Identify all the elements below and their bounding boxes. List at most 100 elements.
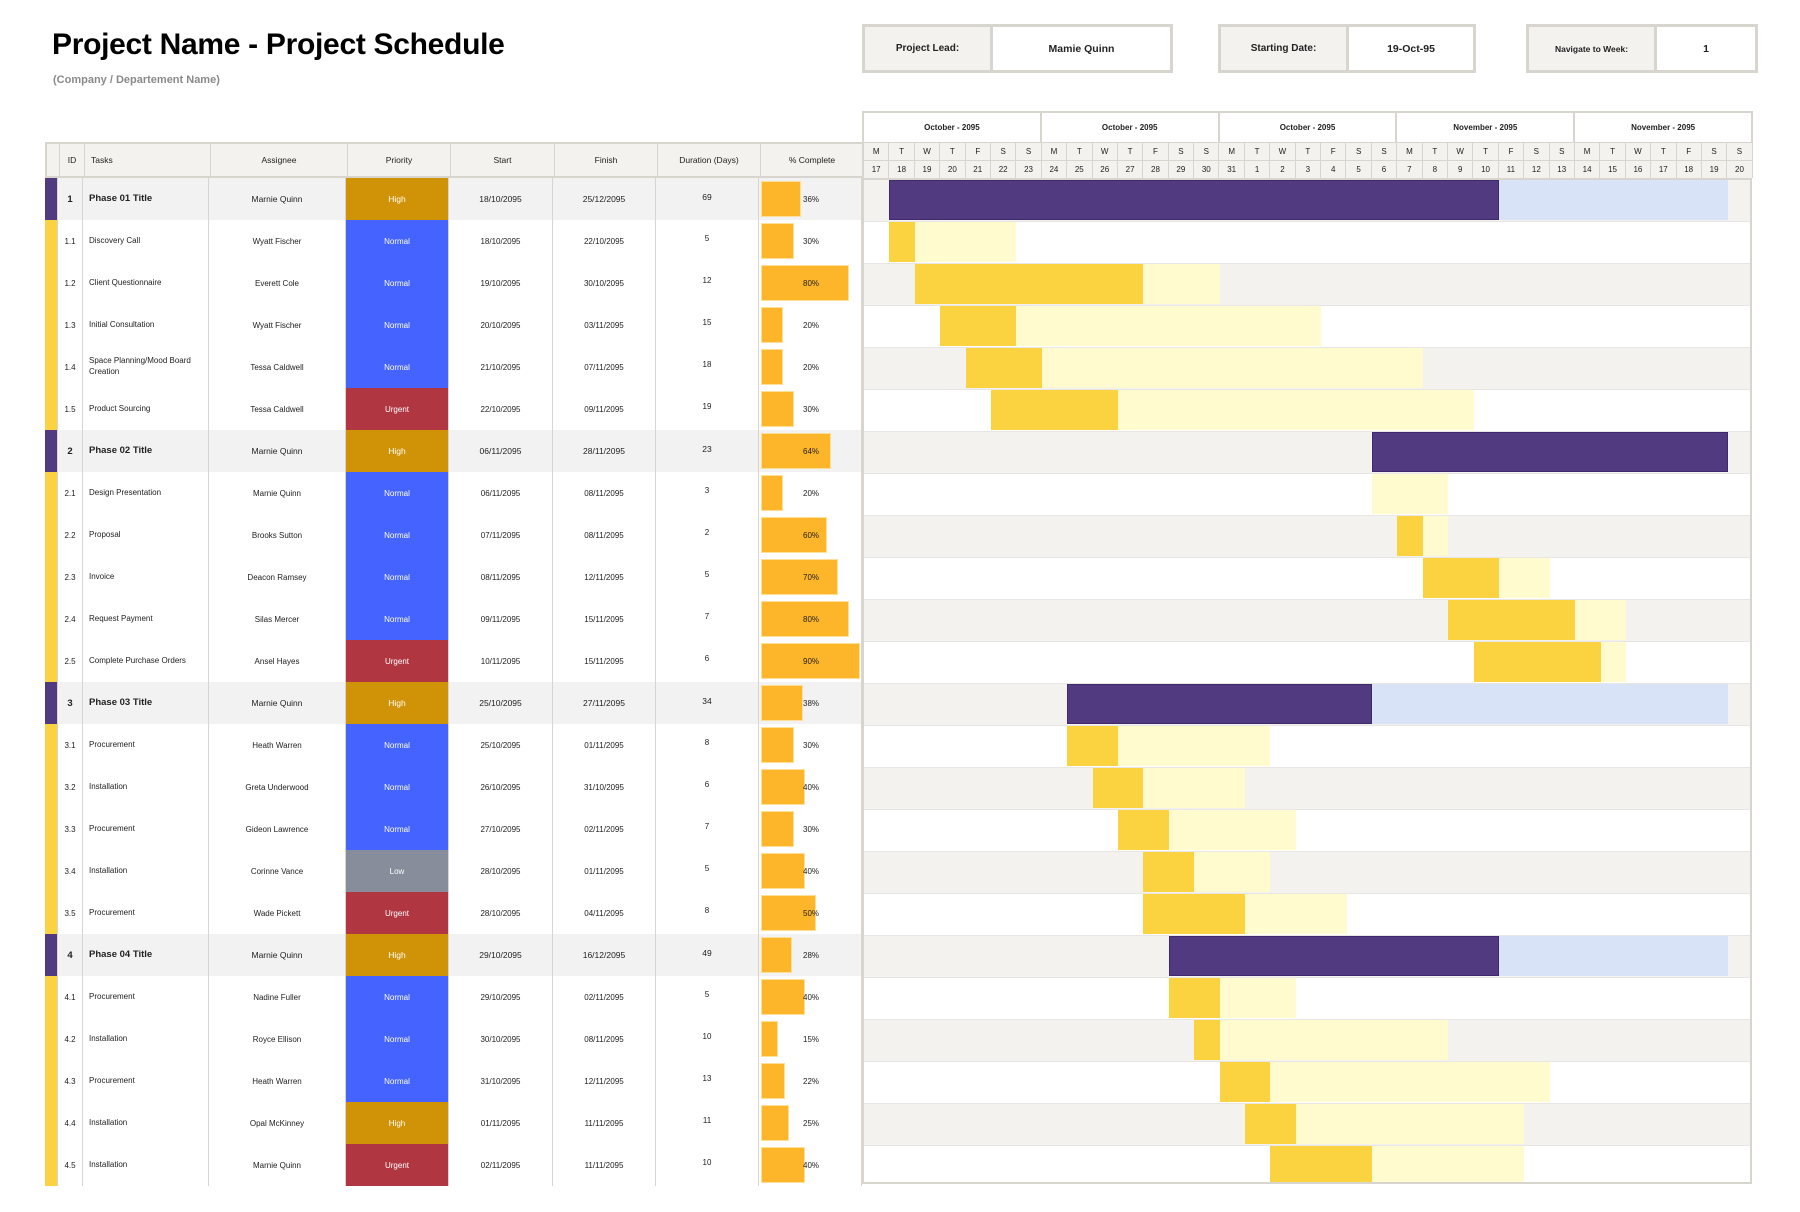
task-row[interactable]: 4.2 Installation Royce Ellison Normal 30/10/… [45, 1018, 862, 1060]
task-progress-bar[interactable] [1092, 768, 1144, 808]
finish-date[interactable]: 27/11/2095 [553, 682, 656, 724]
priority-badge[interactable]: Urgent [346, 640, 449, 682]
assignee[interactable]: Marnie Quinn [209, 1144, 346, 1186]
start-date[interactable]: 21/10/2095 [449, 346, 553, 388]
start-date[interactable]: 26/10/2095 [449, 766, 553, 808]
finish-date[interactable]: 01/11/2095 [553, 850, 656, 892]
priority-badge[interactable]: High [346, 430, 449, 472]
priority-badge[interactable]: Low [346, 850, 449, 892]
start-date[interactable]: 08/11/2095 [449, 556, 553, 598]
percent-complete[interactable]: 70% [759, 556, 862, 598]
finish-date[interactable]: 04/11/2095 [553, 892, 656, 934]
start-date[interactable]: 02/11/2095 [449, 1144, 553, 1186]
assignee[interactable]: Royce Ellison [209, 1018, 346, 1060]
priority-badge[interactable]: Normal [346, 598, 449, 640]
priority-badge[interactable]: High [346, 682, 449, 724]
task-name[interactable]: Phase 02 Title [83, 430, 209, 472]
percent-complete[interactable]: 20% [759, 472, 862, 514]
percent-complete[interactable]: 64% [759, 430, 862, 472]
phase-row[interactable]: 2 Phase 02 Title Marnie Quinn High 06/11/209… [45, 430, 862, 472]
task-row[interactable]: 1.5 Product Sourcing Tessa Caldwell Urgent 2… [45, 388, 862, 430]
starting-date-input[interactable]: 19-Oct-95 [1387, 42, 1435, 55]
task-row[interactable]: 4.4 Installation Opal McKinney High 01/11/20… [45, 1102, 862, 1144]
priority-badge[interactable]: Normal [346, 472, 449, 514]
start-date[interactable]: 09/11/2095 [449, 598, 553, 640]
assignee[interactable]: Brooks Sutton [209, 514, 346, 556]
task-name[interactable]: Installation [83, 1102, 209, 1144]
priority-badge[interactable]: Normal [346, 1018, 449, 1060]
task-row[interactable]: 2.2 Proposal Brooks Sutton Normal 07/11/2095… [45, 514, 862, 556]
percent-complete[interactable]: 36% [759, 178, 862, 220]
priority-badge[interactable]: Urgent [346, 388, 449, 430]
assignee[interactable]: Corinne Vance [209, 850, 346, 892]
task-progress-bar[interactable] [1067, 726, 1118, 766]
assignee[interactable]: Everett Cole [209, 262, 346, 304]
assignee[interactable]: Opal McKinney [209, 1102, 346, 1144]
navigate-week-input[interactable]: 1 [1703, 42, 1709, 55]
finish-date[interactable]: 12/11/2095 [553, 1060, 656, 1102]
assignee[interactable]: Greta Underwood [209, 766, 346, 808]
task-progress-bar[interactable] [1397, 516, 1423, 556]
start-date[interactable]: 01/11/2095 [449, 1102, 553, 1144]
finish-date[interactable]: 15/11/2095 [553, 598, 656, 640]
percent-complete[interactable]: 50% [759, 892, 862, 934]
start-date[interactable]: 06/11/2095 [449, 472, 553, 514]
task-row[interactable]: 2.1 Design Presentation Marnie Quinn Normal… [45, 472, 862, 514]
finish-date[interactable]: 07/11/2095 [553, 346, 656, 388]
task-row[interactable]: 3.3 Procurement Gideon Lawrence Normal 27/10… [45, 808, 862, 850]
task-name[interactable]: Phase 04 Title [83, 934, 209, 976]
priority-badge[interactable]: Normal [346, 976, 449, 1018]
task-progress-bar[interactable] [1219, 1062, 1271, 1102]
percent-complete[interactable]: 90% [759, 640, 862, 682]
start-date[interactable]: 31/10/2095 [449, 1060, 553, 1102]
percent-complete[interactable]: 40% [759, 766, 862, 808]
task-progress-bar[interactable] [1143, 894, 1245, 934]
phase-progress-bar[interactable] [1067, 684, 1372, 724]
finish-date[interactable]: 08/11/2095 [553, 514, 656, 556]
priority-badge[interactable]: High [346, 934, 449, 976]
task-name[interactable]: Installation [83, 766, 209, 808]
priority-badge[interactable]: Normal [346, 766, 449, 808]
task-row[interactable]: 3.5 Procurement Wade Pickett Urgent 28/10/20… [45, 892, 862, 934]
percent-complete[interactable]: 30% [759, 808, 862, 850]
assignee[interactable]: Ansel Hayes [209, 640, 346, 682]
finish-date[interactable]: 12/11/2095 [553, 556, 656, 598]
task-name[interactable]: Procurement [83, 724, 209, 766]
task-row[interactable]: 4.3 Procurement Heath Warren Normal 31/10/20… [45, 1060, 862, 1102]
task-name[interactable]: Initial Consultation [83, 304, 209, 346]
finish-date[interactable]: 03/11/2095 [553, 304, 656, 346]
priority-badge[interactable]: Urgent [346, 892, 449, 934]
assignee[interactable]: Marnie Quinn [209, 682, 346, 724]
percent-complete[interactable]: 80% [759, 598, 862, 640]
percent-complete[interactable]: 15% [759, 1018, 862, 1060]
start-date[interactable]: 25/10/2095 [449, 724, 553, 766]
assignee[interactable]: Nadine Fuller [209, 976, 346, 1018]
percent-complete[interactable]: 40% [759, 976, 862, 1018]
priority-badge[interactable]: Urgent [346, 1144, 449, 1186]
task-row[interactable]: 2.4 Request Payment Silas Mercer Normal 09/1… [45, 598, 862, 640]
start-date[interactable]: 29/10/2095 [449, 976, 553, 1018]
percent-complete[interactable]: 60% [759, 514, 862, 556]
task-row[interactable]: 3.1 Procurement Heath Warren Normal 25/10/20… [45, 724, 862, 766]
finish-date[interactable]: 25/12/2095 [553, 178, 656, 220]
assignee[interactable]: Gideon Lawrence [209, 808, 346, 850]
phase-row[interactable]: 3 Phase 03 Title Marnie Quinn High 25/10/209… [45, 682, 862, 724]
phase-progress-bar[interactable] [1168, 936, 1499, 976]
phase-row[interactable]: 4 Phase 04 Title Marnie Quinn High 29/10/209… [45, 934, 862, 976]
start-date[interactable]: 27/10/2095 [449, 808, 553, 850]
task-row[interactable]: 4.5 Installation Marnie Quinn Urgent 02/11/2… [45, 1144, 862, 1186]
task-name[interactable]: Invoice [83, 556, 209, 598]
task-name[interactable]: Complete Purchase Orders [83, 640, 209, 682]
task-progress-bar[interactable] [1118, 810, 1169, 850]
priority-badge[interactable]: High [346, 178, 449, 220]
percent-complete[interactable]: 30% [759, 724, 862, 766]
start-date[interactable]: 30/10/2095 [449, 1018, 553, 1060]
assignee[interactable]: Marnie Quinn [209, 430, 346, 472]
task-remaining-bar[interactable] [965, 348, 1423, 388]
assignee[interactable]: Marnie Quinn [209, 472, 346, 514]
percent-complete[interactable]: 25% [759, 1102, 862, 1144]
percent-complete[interactable]: 20% [759, 346, 862, 388]
percent-complete[interactable]: 40% [759, 1144, 862, 1186]
task-progress-bar[interactable] [1448, 600, 1576, 640]
task-progress-bar[interactable] [1245, 1104, 1296, 1144]
